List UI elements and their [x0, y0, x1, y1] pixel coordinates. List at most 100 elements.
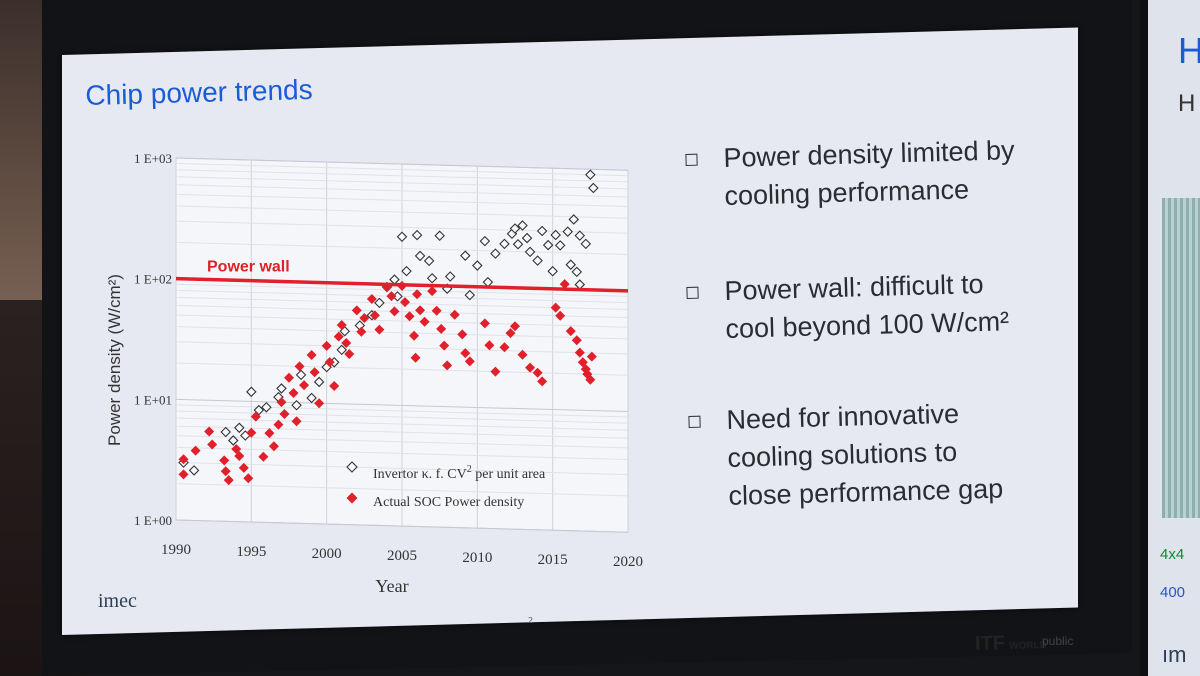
invertor-point [554, 240, 566, 251]
invertor-point [512, 238, 524, 250]
y-gridline-major [175, 398, 629, 413]
y-gridline-minor [175, 461, 629, 476]
soc-power-point [532, 367, 543, 378]
adjacent-logo: ım [1162, 642, 1187, 667]
y-gridline-minor [175, 410, 629, 424]
y-gridline-minor [175, 446, 629, 461]
invertor-point [336, 344, 348, 356]
y-gridline-minor [175, 362, 629, 376]
checkbox-icon [688, 415, 701, 428]
y-gridline-minor [175, 314, 629, 328]
soc-power-point [250, 411, 261, 422]
soc-power-point [484, 340, 495, 351]
invertor-point [220, 426, 231, 438]
legend-open-diamond-icon [346, 461, 358, 473]
x-tick-label: 2000 [312, 546, 342, 562]
soc-power-point [234, 451, 245, 462]
invertor-point [524, 246, 536, 258]
invertor-point [434, 230, 445, 241]
invertor-point [426, 272, 438, 284]
x-tick-label: 2010 [462, 550, 492, 566]
soc-power-point [178, 469, 189, 480]
soc-power-point [400, 297, 411, 308]
y-tick-label: 1 E+02 [134, 272, 172, 287]
invertor-point [374, 297, 385, 309]
bullet-1: Power density limited by cooling perform… [685, 131, 1016, 216]
soc-power-point [333, 331, 344, 342]
y-gridline-minor [175, 169, 629, 183]
soc-power-point [207, 439, 218, 450]
invertor-point [536, 225, 548, 237]
soc-power-point [351, 305, 362, 316]
y-gridline-minor [175, 184, 629, 198]
invertor-point [568, 214, 580, 225]
soc-power-point [219, 455, 230, 466]
y-gridline-minor [175, 193, 629, 208]
invertor-point [472, 260, 483, 271]
y-gridline-minor [175, 304, 629, 319]
power-wall-label: Power wall [207, 258, 290, 275]
adjacent-label-size: 4x4 [1160, 546, 1185, 563]
soc-power-point [366, 294, 377, 305]
soc-power-point [374, 324, 385, 335]
y-gridline-minor [175, 326, 629, 340]
soc-power-point [574, 347, 585, 358]
soc-power-point [464, 356, 475, 367]
invertor-point [246, 386, 257, 398]
soc-power-point [238, 462, 249, 473]
checkbox-icon [685, 153, 698, 166]
soc-power-point [268, 441, 279, 452]
invertor-point [460, 250, 471, 261]
soc-power-point [419, 316, 430, 327]
bullet-2-line-2: cool beyond 100 W/cm² [725, 306, 1010, 344]
soc-power-point [510, 321, 520, 332]
soc-power-point [427, 286, 438, 297]
invertor-point [188, 465, 200, 476]
invertor-point [542, 239, 554, 251]
y-gridline-minor [175, 483, 629, 497]
soc-power-point [386, 291, 397, 302]
invertor-point [580, 238, 592, 250]
adjacent-subheading: H [1178, 90, 1196, 117]
y-tick-label: 1 E+00 [134, 513, 172, 528]
soc-power-point [356, 326, 367, 337]
y-gridline-minor [175, 341, 629, 355]
soc-power-point [344, 348, 355, 359]
soc-power-point [585, 374, 596, 385]
y-tick-label: 1 E+03 [134, 151, 172, 166]
page-number: 2 [528, 616, 534, 625]
invertor-point [588, 182, 599, 194]
invertor-point [521, 232, 533, 244]
y-gridline-minor [175, 163, 629, 177]
soc-power-point [550, 302, 561, 313]
soc-power-point [273, 419, 284, 430]
bullet-1-line-1: Power density limited by [723, 135, 1015, 173]
classification-label: public [1042, 634, 1074, 648]
soc-power-point [279, 408, 290, 419]
invertor-point [550, 229, 561, 241]
invertor-point [227, 435, 239, 446]
soc-power-point [499, 342, 510, 353]
soc-power-point [415, 305, 426, 316]
bullet-1-line-2: cooling performance [724, 174, 970, 211]
soc-power-point [410, 352, 421, 363]
invertor-point [234, 422, 245, 434]
soc-power-point [258, 451, 269, 462]
invertor-point [479, 235, 491, 247]
soc-power-point [490, 366, 501, 377]
soc-power-point [299, 380, 310, 391]
soc-power-point [294, 361, 305, 372]
soc-power-point [336, 319, 347, 330]
y-gridline-minor [175, 417, 629, 431]
invertor-point [574, 230, 586, 241]
soc-power-point [324, 357, 335, 368]
soc-power-point [505, 328, 516, 339]
soc-power-point [231, 443, 242, 454]
invertor-point [276, 383, 287, 394]
adjacent-label-value: 400 [1160, 584, 1186, 601]
checkbox-icon [686, 286, 699, 299]
soc-power-point [479, 318, 490, 329]
adjacent-screen-mosaic [1162, 198, 1200, 518]
legend-filled-diamond-icon [346, 492, 358, 504]
